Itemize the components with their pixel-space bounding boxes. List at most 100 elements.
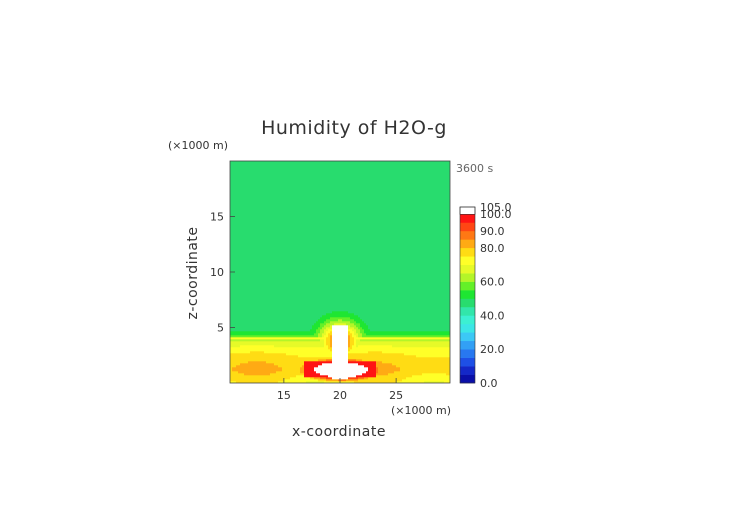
heatmap-cell (264, 257, 267, 260)
heatmap-cell (266, 289, 269, 292)
heatmap-cell (288, 235, 291, 238)
heatmap-cell (302, 263, 305, 266)
heatmap-cell (278, 259, 281, 262)
heatmap-cell (282, 243, 285, 246)
heatmap-cell (270, 363, 273, 366)
heatmap-cell (238, 227, 241, 230)
heatmap-cell (246, 313, 249, 316)
heatmap-cell (240, 267, 243, 270)
heatmap-cell (238, 289, 241, 292)
heatmap-cell (294, 353, 297, 356)
heatmap-cell (284, 195, 287, 198)
heatmap-cell (236, 229, 239, 232)
heatmap-cell (304, 301, 307, 304)
heatmap-cell (318, 245, 321, 248)
heatmap-cell (280, 201, 283, 204)
heatmap-cell (294, 323, 297, 326)
heatmap-cell (292, 231, 295, 234)
heatmap-cell (248, 321, 251, 324)
heatmap-cell (248, 365, 251, 368)
heatmap-cell (308, 367, 311, 370)
heatmap-cell (250, 185, 253, 188)
heatmap-cell (308, 337, 311, 340)
heatmap-cell (290, 333, 293, 336)
heatmap-cell (288, 319, 291, 322)
heatmap-cell (268, 203, 271, 206)
heatmap-cell (268, 293, 271, 296)
heatmap-cell (306, 361, 309, 364)
heatmap-cell (258, 253, 261, 256)
heatmap-cell (232, 251, 235, 254)
heatmap-cell (302, 335, 305, 338)
heatmap-cell (290, 207, 293, 210)
heatmap-cell (310, 217, 313, 220)
heatmap-cell (282, 171, 285, 174)
heatmap-cell (230, 175, 233, 178)
heatmap-cell (248, 377, 251, 380)
heatmap-cell (256, 347, 259, 350)
heatmap-cell (274, 277, 277, 280)
heatmap-cell (230, 339, 233, 342)
heatmap-cell (264, 307, 267, 310)
heatmap-cell (234, 259, 237, 262)
heatmap-cell (256, 375, 259, 378)
heatmap-cell (280, 243, 283, 246)
heatmap-cell (288, 267, 291, 270)
heatmap-cell (240, 373, 243, 376)
heatmap-cell (252, 243, 255, 246)
heatmap-cell (284, 279, 287, 282)
heatmap-cell (272, 361, 275, 364)
heatmap-cell (234, 357, 237, 360)
heatmap-cell (278, 211, 281, 214)
heatmap-cell (234, 291, 237, 294)
heatmap-cell (298, 269, 301, 272)
heatmap-cell (306, 369, 309, 372)
heatmap-cell (236, 163, 239, 166)
heatmap-cell (276, 369, 279, 372)
heatmap-cell (262, 361, 265, 364)
heatmap-cell (280, 293, 283, 296)
heatmap-cell (280, 377, 283, 380)
heatmap-cell (308, 175, 311, 178)
heatmap-cell (234, 281, 237, 284)
heatmap-cell (266, 199, 269, 202)
heatmap-cell (242, 341, 245, 344)
heatmap-cell (318, 241, 321, 244)
heatmap-cell (288, 191, 291, 194)
heatmap-cell (272, 321, 275, 324)
heatmap-cell (252, 347, 255, 350)
heatmap-cell (270, 303, 273, 306)
heatmap-cell (300, 313, 303, 316)
heatmap-cell (264, 223, 267, 226)
heatmap-cell (270, 355, 273, 358)
heatmap-cell (290, 361, 293, 364)
heatmap-cell (298, 265, 301, 268)
heatmap-cell (260, 257, 263, 260)
heatmap-cell (246, 337, 249, 340)
heatmap-cell (286, 183, 289, 186)
heatmap-cell (260, 317, 263, 320)
heatmap-cell (274, 315, 277, 318)
heatmap-cell (254, 313, 257, 316)
heatmap-cell (244, 219, 247, 222)
heatmap-cell (306, 299, 309, 302)
heatmap-cell (312, 281, 315, 284)
heatmap-cell (244, 373, 247, 376)
heatmap-cell (258, 333, 261, 336)
heatmap-cell (260, 195, 263, 198)
heatmap-cell (292, 285, 295, 288)
heatmap-cell (274, 371, 277, 374)
heatmap-cell (252, 331, 255, 334)
heatmap-cell (300, 377, 303, 380)
heatmap-cell (246, 369, 249, 372)
heatmap-cell (310, 189, 313, 192)
heatmap-cell (234, 233, 237, 236)
heatmap-cell (240, 233, 243, 236)
heatmap-cell (284, 193, 287, 196)
heatmap-cell (288, 353, 291, 356)
heatmap-cell (240, 367, 243, 370)
heatmap-cell (302, 167, 305, 170)
heatmap-cell (244, 311, 247, 314)
heatmap-cell (230, 359, 233, 362)
heatmap-cell (294, 355, 297, 358)
